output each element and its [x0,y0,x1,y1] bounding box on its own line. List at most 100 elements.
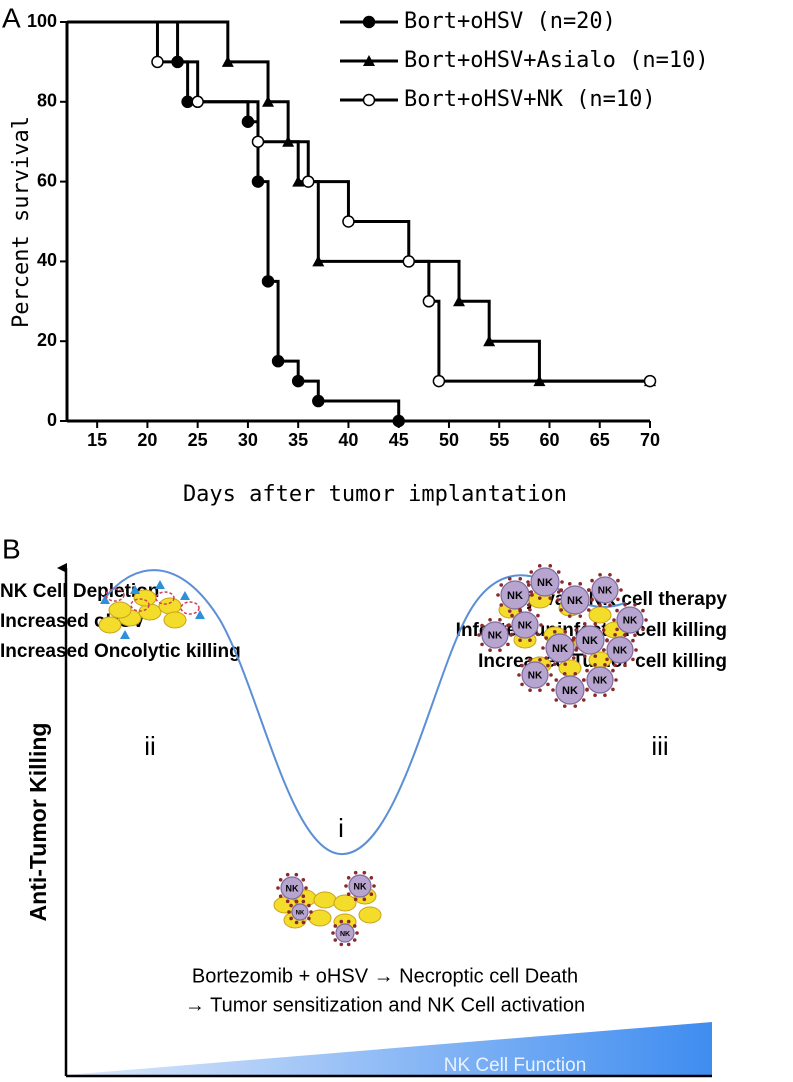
virus-dot [615,627,619,632]
virus-dot [593,622,598,626]
virus-dot [641,608,645,613]
virus-dot [538,688,542,693]
virus-dot [369,875,374,880]
marker [312,255,325,267]
virus-dot [528,688,532,693]
virus-dot [346,919,351,924]
marker [271,354,285,368]
nk-cell [500,580,530,610]
virus-dot [571,638,575,642]
virus-dot [333,938,338,942]
virus-dot [529,590,534,594]
virus-dot [615,608,619,613]
marker [251,175,265,188]
virus [120,630,130,639]
nk-cell [280,876,304,900]
tumor-cell [358,906,382,924]
virus-dot [307,903,311,908]
nk-label: NK [582,635,598,647]
virus-dot [278,877,283,882]
virus-dot [586,608,591,612]
nk-label: NK [623,616,638,627]
legend-label: Bort+oHSV (n=20) [404,9,616,34]
nk-cell [575,625,605,655]
virus-dot [623,602,627,607]
virus-dot [571,656,576,660]
cell-illustrations: NK NK NK NK NK NK NK NK NK NK NK NK NK NK NK NK NK [98,564,648,947]
marker [241,115,255,128]
virus-dot [644,618,648,622]
nk-cell [348,874,372,898]
x-tick-label: 50 [439,430,459,450]
virus-dot [563,662,568,666]
virus-dot [613,632,617,637]
nk-label: NK [567,595,583,607]
virus-dot [634,648,638,652]
virus-dot [611,668,615,673]
virus-dot [549,673,553,677]
virus [100,595,110,604]
virus-dot [528,657,532,662]
virus-dot [510,632,514,637]
virus-dot [552,630,557,634]
marker [191,95,204,109]
virus-dot [612,618,616,622]
virus-dot [344,884,348,888]
virus-dot [498,617,502,622]
virus-dot [278,894,283,899]
virus-dot [603,662,607,667]
virus-dot [608,572,612,577]
virus-dot [488,617,492,622]
virus-dot [563,630,568,634]
virus-dot [631,657,635,662]
virus-dot [559,608,564,612]
y-tick-label: 80 [37,91,57,111]
virus-dot [574,628,579,632]
virus-dot [554,698,559,702]
virus-dot [556,590,561,594]
virus-dot [582,622,587,626]
virus-dot [574,648,579,652]
virus-dot [633,633,637,638]
virus-dot [623,632,627,637]
virus-dot [605,657,609,662]
virus-dot [294,872,299,877]
virus-dot [573,704,578,708]
virus-dot [537,564,542,568]
virus-dot [510,613,514,618]
virus-dot [339,919,344,924]
nk-cell [511,611,539,639]
virus-dot [590,578,594,583]
virus-dot [369,892,374,897]
virus-dot [499,603,504,607]
legend-marker [362,15,376,29]
x-tick-label: 55 [489,430,509,450]
virus-dot [339,942,344,947]
virus-dot [309,910,313,914]
virus [195,610,205,619]
marker [262,95,275,107]
marker [402,255,416,268]
virus-dot [556,570,561,574]
nk-label: NK [340,931,350,938]
virus [155,580,165,589]
infected-cell [130,598,150,612]
nk-cell [545,633,575,663]
virus-dot [601,628,606,632]
virus-dot [498,648,502,653]
virus-dot [573,672,578,676]
nk-cell [521,661,549,689]
x-tick-label: 20 [137,430,157,450]
legend-marker [363,55,375,66]
virus-dot [608,603,612,608]
virus-dot [605,638,609,643]
virus-dot [352,924,357,928]
virus-dot [289,903,293,908]
response-curve [104,569,626,856]
survival-line [67,20,650,383]
nk-cell [335,923,355,943]
y-tick-label: 100 [27,11,57,31]
virus-dot [301,920,306,925]
nk-label: NK [552,643,568,655]
virus-dot [544,636,549,640]
